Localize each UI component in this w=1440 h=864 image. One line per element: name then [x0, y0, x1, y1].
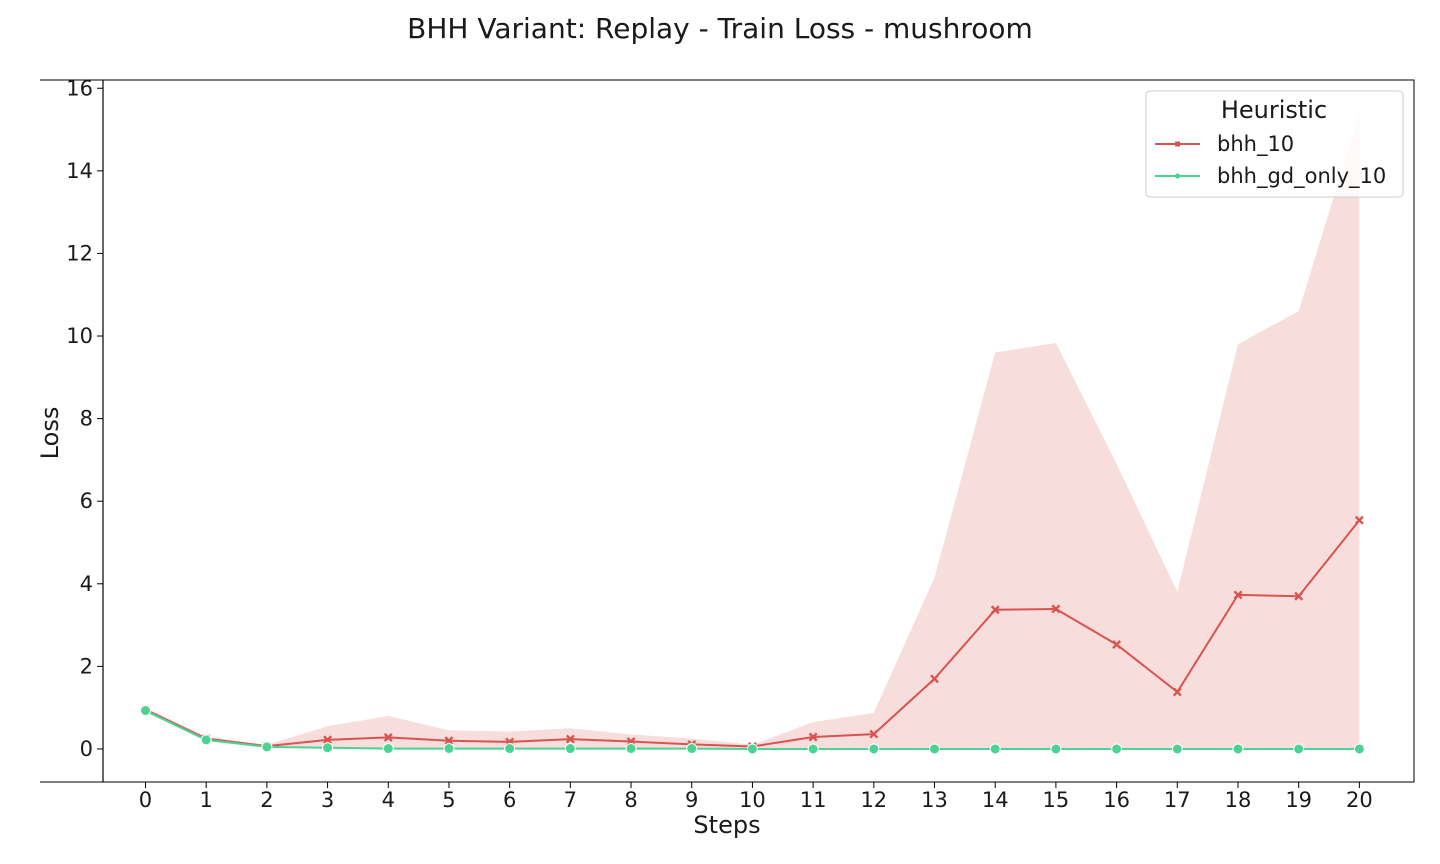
- point-bhh-gd-only-10: [929, 743, 941, 755]
- legend-item-bhh-gd-only-10: bhh_gd_only_10: [1155, 164, 1386, 189]
- x-axis-label: Steps: [693, 811, 760, 839]
- point-bhh-gd-only-10: [504, 743, 516, 755]
- point-bhh-10: [383, 732, 393, 742]
- x-tick-label: 12: [860, 788, 887, 812]
- legend-label: bhh_gd_only_10: [1217, 164, 1386, 189]
- point-bhh-10: [1051, 604, 1061, 614]
- y-tick-label: 8: [80, 407, 93, 431]
- legend-box: [1145, 90, 1404, 198]
- point-bhh-10: [1233, 590, 1243, 600]
- point-bhh-gd-only-10: [1111, 743, 1123, 755]
- point-bhh-gd-only-10: [1171, 743, 1183, 755]
- x-tick-label: 5: [442, 788, 455, 812]
- point-bhh-10: [1112, 640, 1122, 649]
- x-tick-label: 2: [260, 788, 273, 812]
- x-tick-label: 0: [139, 788, 152, 812]
- x-tick-label: 8: [624, 788, 637, 812]
- x-tick-label: 10: [739, 788, 766, 812]
- x-tick-label: 9: [685, 788, 698, 812]
- x-tick-label: 14: [982, 788, 1009, 812]
- y-tick-label: 6: [80, 489, 93, 513]
- point-bhh-gd-only-10: [1050, 743, 1062, 755]
- point-bhh-gd-only-10: [686, 743, 698, 755]
- x-tick-label: 7: [564, 788, 577, 812]
- series-markers: [139, 515, 1365, 755]
- point-bhh-gd-only-10: [1232, 743, 1244, 755]
- x-tick-label: 1: [199, 788, 212, 812]
- point-bhh-gd-only-10: [564, 743, 576, 755]
- legend-title: Heuristic: [1221, 96, 1327, 124]
- point-bhh-gd-only-10: [382, 743, 394, 755]
- legend: Heuristic bhh_10 bhh_gd_only_10: [1145, 90, 1404, 198]
- chart-title: BHH Variant: Replay - Train Loss - mushr…: [407, 12, 1033, 45]
- y-axis-label: Loss: [36, 407, 64, 460]
- point-bhh-gd-only-10: [139, 705, 151, 717]
- x-ticks: 0 1 2 3 4 5 6 7 8 9 10 11 12 13 14 15 16 17 18 19 20: [139, 782, 1373, 812]
- y-tick-label: 2: [80, 654, 93, 678]
- y-tick-label: 0: [80, 737, 93, 761]
- point-bhh-gd-only-10: [807, 743, 819, 755]
- point-bhh-10: [444, 736, 454, 746]
- x-tick-label: 15: [1043, 788, 1070, 812]
- x-tick-label: 4: [382, 788, 395, 812]
- point-bhh-10: [323, 735, 333, 745]
- x-tick-label: 20: [1346, 788, 1373, 812]
- y-tick-label: 16: [66, 76, 93, 100]
- x-tick-label: 13: [921, 788, 948, 812]
- point-bhh-gd-only-10: [261, 741, 273, 753]
- point-bhh-gd-only-10: [746, 743, 758, 755]
- x-tick-label: 17: [1164, 788, 1191, 812]
- band-bhh-10: [145, 113, 1360, 749]
- legend-swatch-marker: [1175, 141, 1180, 147]
- legend-item-bhh-10: bhh_10: [1155, 132, 1294, 157]
- point-bhh-10: [1294, 591, 1304, 601]
- point-bhh-gd-only-10: [443, 743, 455, 755]
- point-bhh-10: [930, 674, 939, 684]
- confidence-bands: [145, 113, 1360, 749]
- point-bhh-gd-only-10: [625, 743, 637, 755]
- point-bhh-gd-only-10: [322, 742, 334, 754]
- x-tick-label: 18: [1225, 788, 1252, 812]
- x-tick-label: 16: [1103, 788, 1130, 812]
- y-tick-label: 12: [66, 241, 93, 265]
- y-tick-label: 14: [66, 159, 93, 183]
- point-bhh-gd-only-10: [1293, 743, 1305, 755]
- point-bhh-10: [565, 734, 575, 744]
- y-ticks: 0 2 4 6 8 10 12 14 16: [66, 76, 103, 761]
- y-tick-label: 4: [80, 572, 93, 596]
- point-bhh-10: [1172, 687, 1182, 697]
- legend-label: bhh_10: [1217, 132, 1294, 157]
- point-bhh-10: [808, 732, 818, 742]
- point-bhh-10: [869, 729, 879, 739]
- point-bhh-gd-only-10: [868, 743, 880, 755]
- legend-swatch-marker: [1174, 173, 1181, 179]
- x-tick-label: 19: [1285, 788, 1312, 812]
- x-tick-label: 3: [321, 788, 334, 812]
- point-bhh-gd-only-10: [989, 743, 1001, 755]
- x-tick-label: 11: [800, 788, 827, 812]
- point-bhh-10: [990, 605, 1000, 615]
- point-bhh-gd-only-10: [200, 734, 212, 746]
- y-tick-label: 10: [66, 324, 93, 348]
- x-tick-label: 6: [503, 788, 516, 812]
- point-bhh-10: [1354, 515, 1364, 525]
- point-bhh-gd-only-10: [1353, 743, 1365, 755]
